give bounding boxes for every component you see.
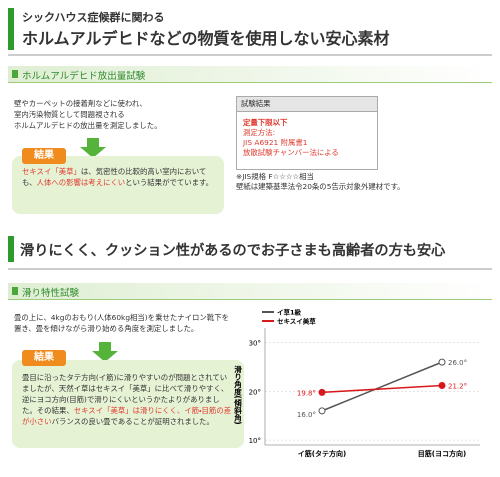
series-line — [321, 384, 443, 394]
text: バランスの良い畳であることが証明されました。 — [51, 417, 214, 426]
data-point — [318, 407, 326, 415]
text: 畳目に沿ったタテ方向(イ筋)に滑りやすいのが問題とされていましたが、天然イ草はセ… — [22, 373, 229, 415]
result-panel: セキスイ「美草」は、気密性の比較的高い室内においても、人体への影響は考えにくいと… — [12, 156, 224, 214]
box-line: 測定方法: — [243, 128, 276, 137]
section-title: 滑り特性試験 — [22, 288, 80, 299]
x-tick-label: イ筋(タテ方向) — [298, 449, 346, 458]
section-title: ホルムアルデヒド放出量試験 — [22, 71, 146, 82]
notes: ※JIS規格 F☆☆☆☆相当 壁紙は建築基準法令20条の5告示対象外建材です。 — [236, 172, 405, 192]
note: ※JIS規格 F☆☆☆☆相当 — [236, 172, 314, 181]
header-title: 滑りにくく、クッション性があるのでお子さまも高齢者の方も安心 — [20, 243, 446, 259]
note: 壁紙は建築基準法令20条の5告示対象外建材です。 — [236, 182, 405, 191]
value-label: 19.8° — [297, 389, 316, 397]
emphasis: 人体への影響は考えにくい — [36, 178, 126, 187]
emphasis: セキスイ「美草」 — [22, 167, 81, 176]
accent-bar — [8, 8, 14, 50]
header-line: シックハウス症候群に関わる — [22, 11, 165, 24]
box-title: 試験結果 — [237, 97, 377, 112]
emphasis: セキスイ「美草」は滑りにくく、イ筋・目筋の差が小さい — [22, 406, 232, 426]
legend-label: イ草1級 — [277, 308, 302, 317]
chart: 10° 20° 30° 滑り角度(傾斜角) イ筋(タテ方向) 目筋(ヨコ方向) 16.0° 2… — [233, 308, 480, 458]
y-axis-label: 滑り角度(傾斜角) — [233, 364, 242, 425]
value-label: 26.0° — [448, 359, 467, 367]
text: は、気密性の比較的高い室内においても、 — [22, 167, 207, 187]
box-line: 放散試験チャンバー法による — [243, 148, 339, 157]
accent-bar — [8, 236, 14, 262]
box-line: JIS A6921 附属書1 — [243, 138, 308, 147]
result-label: 結果 — [22, 148, 66, 164]
series-line — [321, 361, 443, 412]
data-point — [318, 388, 326, 396]
divider — [8, 268, 492, 270]
header-title: ホルムアルデヒドなどの物質を使用しない安心素材 — [22, 29, 390, 48]
paragraph: 壁やカーペットの接着剤などに使われ、 室内汚染物質として問題視される ホルムアル… — [14, 98, 162, 131]
box-highlight: 定量下限以下 — [243, 118, 288, 127]
arrow — [80, 138, 106, 158]
arrow — [92, 342, 118, 362]
value-label: 16.0° — [297, 411, 316, 419]
y-tick-label: 20° — [249, 388, 261, 396]
section-bar: 滑り特性試験 — [8, 283, 492, 300]
divider — [8, 54, 492, 56]
section-bar: ホルムアルデヒド放出量試験 — [8, 66, 492, 83]
data-point — [438, 382, 446, 390]
result-box: 試験結果 定量下限以下 測定方法: JIS A6921 附属書1 放散試験チャン… — [236, 96, 378, 170]
x-tick-label: 目筋(ヨコ方向) — [418, 449, 466, 458]
text-line: ホルムアルデヒドの放出量を測定しました。 — [14, 121, 162, 130]
legend-label: セキスイ美草 — [277, 317, 316, 326]
text-line: 壁やカーペットの接着剤などに使われ、 — [14, 99, 147, 108]
paragraph: 畳の上に、4kgのおもり(人体60kg相当)を乗せたナイロン靴下を置き、畳を傾け… — [14, 313, 229, 333]
y-tick-label: 10° — [249, 437, 261, 445]
result-label: 結果 — [22, 350, 66, 366]
text: という結果がでています。 — [125, 178, 214, 187]
result-panel: 畳目に沿ったタテ方向(イ筋)に滑りやすいのが問題とされていましたが、天然イ草はセ… — [12, 360, 244, 448]
y-tick-label: 30° — [249, 340, 261, 348]
text-line: 室内汚染物質として問題視される — [14, 110, 125, 119]
data-point — [438, 358, 446, 366]
value-label: 21.2° — [448, 383, 467, 391]
